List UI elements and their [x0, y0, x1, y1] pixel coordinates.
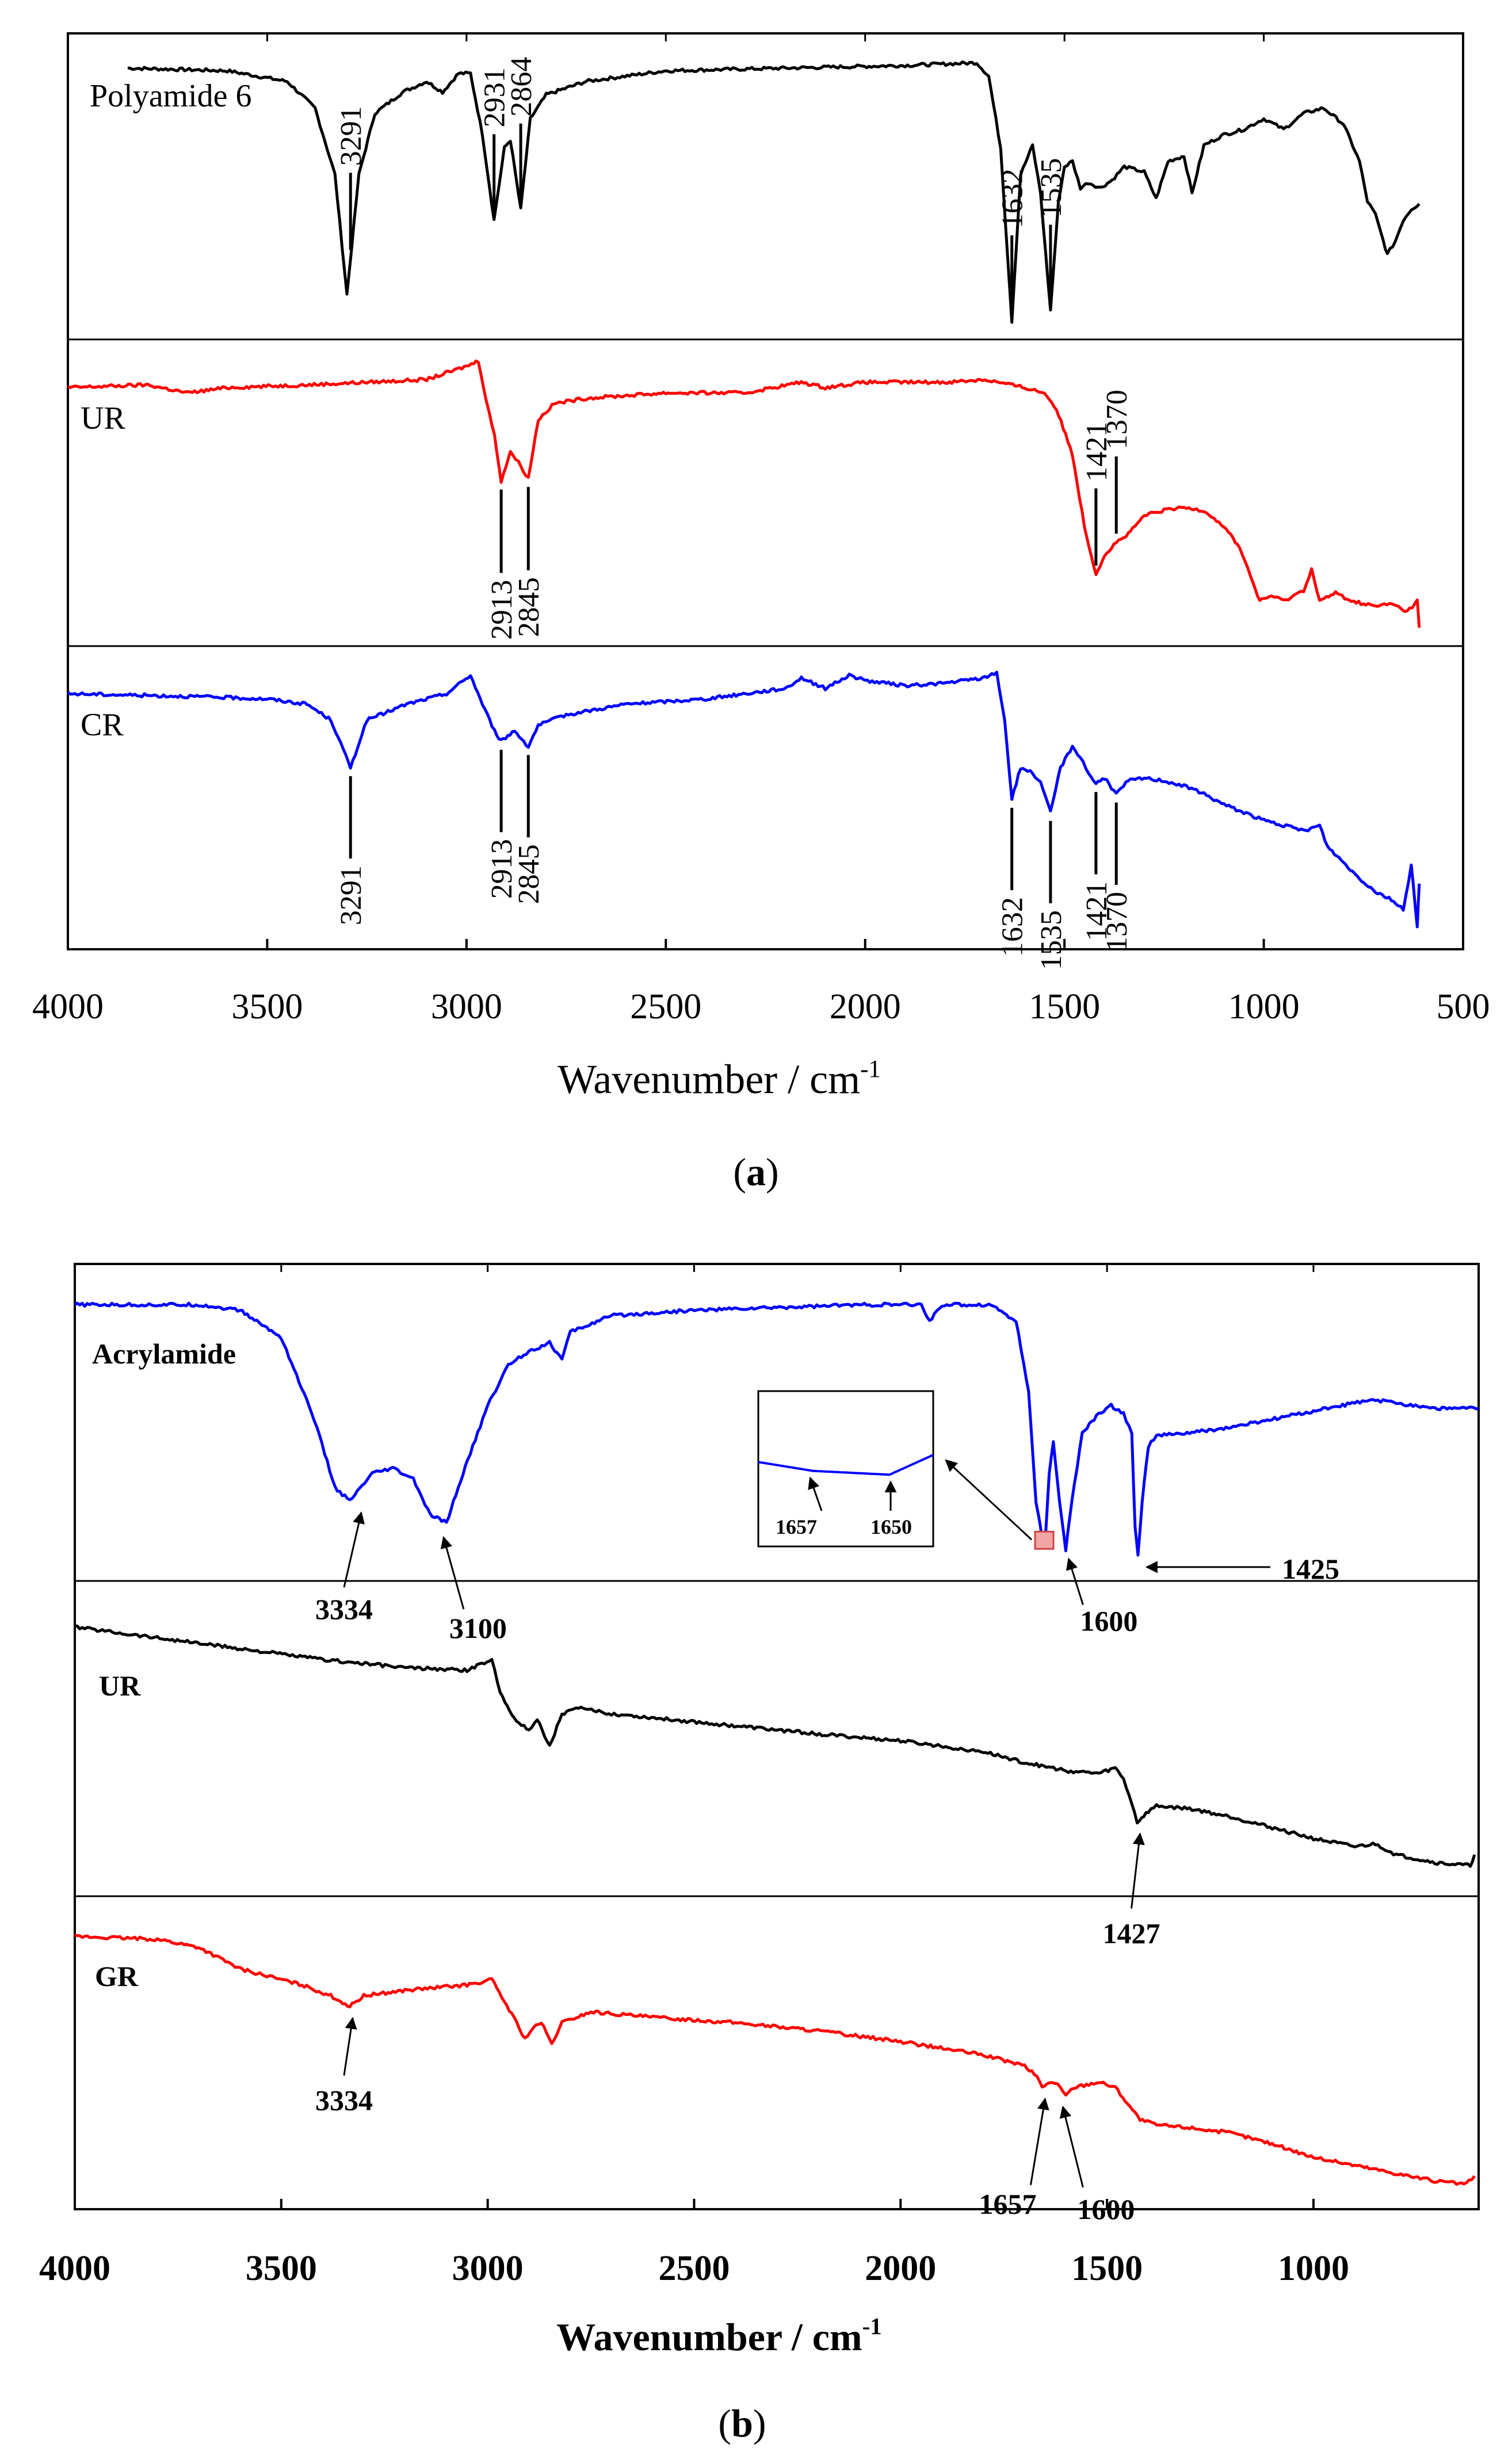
x-axis-label: Wavenumber / cm-1 — [558, 1056, 881, 1102]
peak-label: 3291 — [335, 106, 368, 166]
peak-arrow — [343, 1511, 365, 1588]
peak-label: 2845 — [513, 577, 545, 637]
x-tick-label: 1000 — [1228, 987, 1300, 1026]
peak-label: 1632 — [996, 169, 1029, 228]
inset-arrow — [808, 1476, 823, 1511]
x-tick-label: 4000 — [32, 987, 104, 1026]
panel-a-ftir-chart: 4000 3500 3000 2500 2000 1500 1000 500 Wavenumbe… — [32, 32, 1490, 1194]
x-tick-label: 3500 — [231, 987, 303, 1026]
peak-label: 3334 — [315, 1593, 373, 1625]
peak-label: 2845 — [513, 845, 545, 904]
x-tick-label: 500 — [1437, 987, 1490, 1026]
x-axis-label: Wavenumber / cm-1 — [556, 2313, 882, 2359]
peak-label: 1600 — [1080, 1605, 1137, 1637]
peak-label: 1600 — [1077, 2193, 1135, 2225]
series-label: Polyamide 6 — [90, 78, 252, 114]
peak-label: 3334 — [315, 2084, 373, 2117]
peak-label: 1535 — [1035, 910, 1068, 970]
x-tick-label: 2000 — [830, 987, 901, 1026]
x-tick-label: 3500 — [246, 2249, 317, 2288]
peak-label: 1535 — [1035, 158, 1068, 218]
peak-label: 1657 — [979, 2188, 1036, 2220]
peak-arrow — [1131, 1832, 1145, 1909]
peak-label: 1427 — [1103, 1917, 1160, 1949]
peak-label: 1421 — [1080, 881, 1113, 941]
spectrum-line-acrylamide — [74, 1301, 1479, 1557]
peak-label: 3100 — [449, 1612, 507, 1644]
peak-arrow — [343, 2016, 357, 2076]
peak-label: 2913 — [486, 839, 518, 899]
spectrum-line-polyamide-6 — [127, 60, 1421, 324]
x-tick-label: 4000 — [39, 2249, 110, 2288]
series-label: GR — [95, 1960, 139, 1992]
peak-arrow — [1066, 1557, 1084, 1605]
peak-label: 2931 — [479, 67, 511, 127]
peak-label: 1421 — [1080, 422, 1113, 482]
inset-peak-label: 1657 — [776, 1515, 817, 1538]
subfigure-label: (b) — [718, 2401, 766, 2445]
series-label: CR — [81, 707, 124, 743]
peak-arrow — [1029, 2097, 1049, 2186]
peak-arrow — [440, 1536, 465, 1610]
x-tick-label: 3000 — [452, 2249, 524, 2288]
spectrum-line-ur — [67, 359, 1421, 628]
inset-zoom-marker — [1034, 1530, 1055, 1550]
x-tick-label: 1000 — [1278, 2249, 1349, 2288]
peak-label: 1632 — [996, 897, 1029, 957]
inset-spectrum-line — [758, 1454, 934, 1476]
inset-pointer-arrow — [945, 1459, 1033, 1541]
spectrum-line-cr — [67, 670, 1421, 929]
spectrum-line-ur — [74, 1624, 1476, 1868]
x-tick-label: 3000 — [431, 987, 502, 1026]
peak-arrow — [1059, 2106, 1084, 2188]
peak-label: 2864 — [505, 57, 538, 117]
x-tick-label: 2000 — [865, 2249, 936, 2288]
peak-label: 2913 — [486, 580, 518, 640]
series-label: UR — [81, 400, 125, 436]
spectrum-line-gr — [74, 1933, 1476, 2186]
peak-label: 1370 — [1101, 389, 1133, 449]
plot-frame — [74, 1263, 1480, 2210]
peak-label: 1370 — [1101, 892, 1133, 952]
plot-frame — [67, 32, 1464, 950]
series-label: Acrylamide — [92, 1338, 236, 1370]
inset-peak-label: 1650 — [870, 1515, 912, 1538]
x-tick-label: 2500 — [630, 987, 701, 1026]
peak-label: 3291 — [335, 865, 368, 925]
series-label: UR — [99, 1670, 141, 1702]
subfigure-label: (a) — [733, 1150, 778, 1194]
x-tick-label: 2500 — [658, 2249, 730, 2288]
panel-b-ftir-chart: 4000 3500 3000 2500 2000 1500 1000 Wavenumber /… — [39, 1263, 1480, 2445]
x-tick-label: 1500 — [1029, 987, 1100, 1026]
x-tick-label: 1500 — [1071, 2249, 1143, 2288]
peak-label: 1425 — [1282, 1553, 1339, 1585]
